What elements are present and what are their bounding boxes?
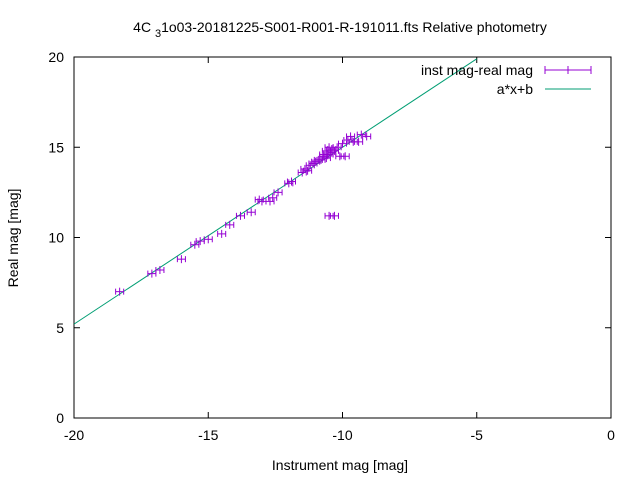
data-point	[337, 139, 348, 148]
data-point	[303, 166, 313, 175]
data-point	[115, 287, 125, 296]
x-tick-label: -20	[64, 427, 84, 443]
legend-symbol-inst-mag	[544, 66, 592, 74]
data-point	[286, 177, 297, 186]
y-tick-label: 10	[48, 230, 64, 246]
data-point	[268, 193, 278, 202]
data-point	[340, 152, 350, 161]
y-tick-label: 20	[48, 49, 64, 65]
data-point	[203, 235, 213, 244]
data-point	[190, 240, 200, 249]
plot-area	[73, 56, 612, 419]
x-axis-label: Instrument mag [mag]	[272, 457, 408, 473]
data-point	[195, 237, 205, 246]
y-axis-label: Real mag [mag]	[5, 189, 21, 288]
data-point	[316, 155, 326, 164]
y-tick-label: 5	[56, 320, 64, 336]
x-tick-label: -15	[198, 427, 218, 443]
data-point	[176, 255, 186, 264]
data-point	[217, 229, 227, 238]
data-point	[329, 211, 339, 220]
legend-label-inst-mag: inst mag-real mag	[421, 62, 533, 78]
y-axis: 0 5 10 15 20	[48, 49, 611, 426]
x-tick-label: 0	[607, 427, 615, 443]
fit-line-layer	[73, 58, 478, 325]
data-point	[246, 208, 256, 217]
y-tick-label: 0	[56, 410, 64, 426]
x-tick-label: -5	[471, 427, 484, 443]
data-points-layer	[115, 130, 372, 296]
data-point	[235, 211, 245, 220]
chart-title: 4C 31o03-20181225-S001-R001-R-191011.fts…	[133, 19, 547, 40]
y-tick-label: 15	[48, 139, 64, 155]
data-point	[155, 265, 165, 274]
data-point	[273, 188, 283, 197]
data-point	[332, 143, 342, 152]
data-point	[356, 130, 366, 139]
data-point	[346, 132, 356, 141]
data-point	[225, 220, 235, 229]
legend: inst mag-real mag a*x+b	[421, 62, 592, 97]
plot-frame	[73, 56, 612, 419]
fit-line	[73, 58, 478, 325]
x-tick-label: -10	[332, 427, 352, 443]
x-axis: -20 -15 -10 -5 0	[64, 57, 615, 443]
data-point	[362, 132, 372, 141]
legend-label-fit: a*x+b	[497, 81, 533, 97]
data-point	[354, 137, 364, 146]
